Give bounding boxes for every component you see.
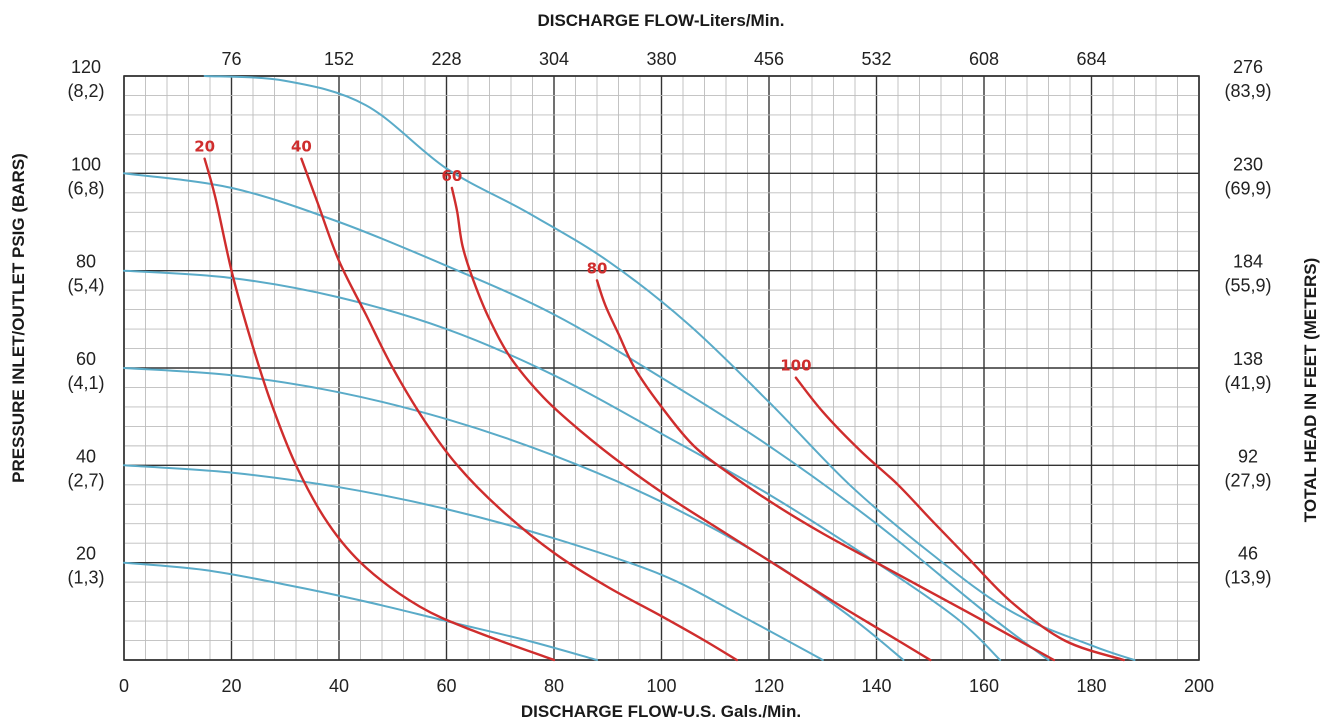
- y-tick-sublabel-right: (83,9): [1224, 81, 1271, 101]
- air-curve-label: 20: [194, 138, 215, 156]
- air-curve-60: [450, 186, 932, 662]
- y-tick-label-left: 100: [71, 154, 101, 174]
- y-tick-label-left: 80: [76, 252, 96, 272]
- y-tick-label-right: 230: [1233, 154, 1263, 174]
- x-axis-top-title: DISCHARGE FLOW-Liters/Min.: [537, 11, 784, 30]
- pressure-curves: [123, 75, 1136, 661]
- y-axis-right-title: TOTAL HEAD IN FEET (METERS): [1301, 258, 1320, 522]
- air-curve-label: 60: [441, 167, 462, 185]
- y-axis-left-title: PRESSURE INLET/OUTLET PSIG (BARS): [9, 153, 28, 483]
- y-tick-label-left: 40: [76, 446, 96, 466]
- y-tick-label-left: 20: [76, 544, 96, 564]
- y-tick-sublabel-left: (2,7): [67, 470, 104, 490]
- pressure-curve: [123, 464, 824, 661]
- x-tick-label-bottom: 120: [754, 676, 784, 696]
- y-tick-sublabel-left: (6,8): [67, 178, 104, 198]
- x-tick-label-bottom: 60: [436, 676, 456, 696]
- y-tick-label-right: 92: [1238, 446, 1258, 466]
- x-tick-label-top: 456: [754, 49, 784, 69]
- y-tick-label-left: 120: [71, 57, 101, 77]
- x-tick-label-top: 228: [431, 49, 461, 69]
- x-tick-label-bottom: 40: [329, 676, 349, 696]
- y-tick-label-right: 184: [1233, 252, 1263, 272]
- x-tick-label-top: 304: [539, 49, 569, 69]
- air-curve-40: [300, 157, 738, 662]
- y-tick-label-right: 138: [1233, 349, 1263, 369]
- y-tick-sublabel-right: (41,9): [1224, 373, 1271, 393]
- x-axis-bottom-title: DISCHARGE FLOW-U.S. Gals./Min.: [521, 702, 801, 721]
- air-curve-20: [203, 157, 556, 662]
- y-tick-sublabel-left: (1,3): [67, 568, 104, 588]
- x-tick-label-bottom: 200: [1184, 676, 1214, 696]
- y-tick-sublabel-left: (8,2): [67, 81, 104, 101]
- x-tick-label-top: 532: [861, 49, 891, 69]
- pressure-curve: [123, 172, 1050, 661]
- pressure-curve: [123, 561, 598, 661]
- pressure-curve: [123, 269, 1002, 661]
- x-tick-label-bottom: 0: [119, 676, 129, 696]
- tick-labels: 0 20 40 60 80 100 120 140 160 180 200 76 152 228 304 38…: [67, 49, 1271, 696]
- x-tick-label-top: 380: [646, 49, 676, 69]
- y-tick-label-right: 276: [1233, 57, 1263, 77]
- x-tick-label-top: 608: [969, 49, 999, 69]
- pressure-curve: [203, 75, 1136, 661]
- air-curve-80: [595, 279, 1056, 662]
- y-tick-sublabel-left: (5,4): [67, 276, 104, 296]
- air-curve-label: 40: [291, 138, 312, 156]
- x-tick-label-bottom: 140: [861, 676, 891, 696]
- x-tick-label-top: 684: [1076, 49, 1106, 69]
- y-tick-label-left: 60: [76, 349, 96, 369]
- y-tick-sublabel-right: (27,9): [1224, 470, 1271, 490]
- x-tick-label-bottom: 80: [544, 676, 564, 696]
- air-curves: 20 40 60 80 100: [194, 138, 1125, 662]
- y-tick-sublabel-right: (13,9): [1224, 568, 1271, 588]
- air-curve-label: 80: [587, 259, 608, 277]
- y-tick-sublabel-right: (55,9): [1224, 276, 1271, 296]
- grid: [123, 75, 1200, 661]
- y-tick-sublabel-left: (4,1): [67, 373, 104, 393]
- x-tick-label-bottom: 180: [1076, 676, 1106, 696]
- x-tick-label-bottom: 20: [221, 676, 241, 696]
- x-tick-label-top: 152: [324, 49, 354, 69]
- pressure-curve: [123, 367, 905, 661]
- x-tick-label-top: 76: [221, 49, 241, 69]
- x-tick-label-bottom: 100: [646, 676, 676, 696]
- air-curve-label: 100: [780, 357, 811, 375]
- y-tick-label-right: 46: [1238, 544, 1258, 564]
- y-tick-sublabel-right: (69,9): [1224, 178, 1271, 198]
- x-tick-label-bottom: 160: [969, 676, 999, 696]
- air-curve-100: [794, 376, 1125, 662]
